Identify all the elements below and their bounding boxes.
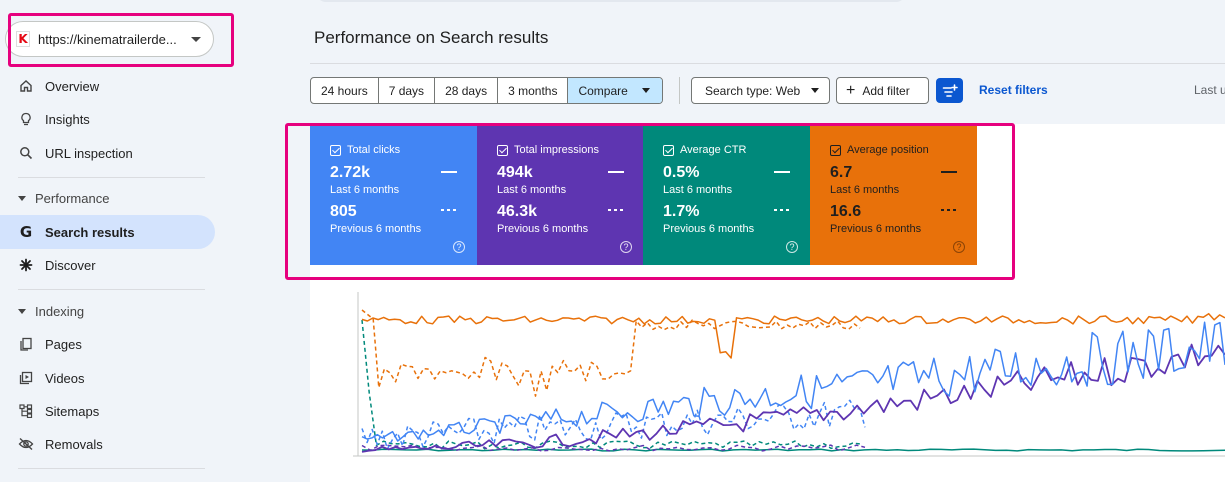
- chart-series-line: [361, 319, 861, 450]
- metric-current-value: 0.5%: [663, 164, 700, 181]
- date-range-3-months[interactable]: 3 months: [498, 78, 569, 103]
- sidebar-section-performance[interactable]: Performance: [0, 184, 215, 212]
- checkbox-checked-icon[interactable]: [830, 144, 841, 156]
- sidebar-divider: [18, 177, 205, 178]
- metric-current-value: 6.7: [830, 164, 853, 181]
- top-search-bar[interactable]: [316, 0, 906, 2]
- filter-icon: [942, 83, 958, 97]
- metric-current-value: 494k: [497, 164, 533, 181]
- google-g-icon: G: [19, 222, 33, 241]
- checkbox-checked-icon[interactable]: [663, 144, 674, 156]
- header-divider: [310, 63, 1225, 64]
- sidebar: K https://kinematrailerde... Overview In…: [0, 0, 234, 482]
- metric-card-average-ctr[interactable]: Average CTR 0.5% Last 6 months 1.7% Prev…: [643, 126, 810, 265]
- dashed-line-legend-icon: [441, 209, 457, 211]
- dashed-line-legend-icon: [774, 209, 790, 211]
- property-highlight-box: [8, 13, 234, 67]
- metric-current-period: Last 6 months: [497, 184, 567, 196]
- help-icon[interactable]: ?: [786, 241, 798, 253]
- metric-previous-value: 16.6: [830, 203, 862, 220]
- metric-card-total-clicks[interactable]: Total clicks 2.72k Last 6 months 805 Pre…: [310, 126, 477, 265]
- chart-series-line: [361, 309, 861, 397]
- visibility-off-icon: [18, 436, 34, 452]
- sidebar-item-videos[interactable]: Videos: [0, 361, 215, 395]
- last-updated-text: Last u: [1194, 83, 1225, 97]
- checkbox-checked-icon[interactable]: [330, 144, 341, 156]
- sidebar-item-url-inspection[interactable]: URL inspection: [0, 136, 215, 170]
- page-title: Performance on Search results: [314, 28, 549, 47]
- solid-line-legend-icon: [441, 171, 457, 173]
- property-logo-icon: K: [16, 31, 30, 47]
- chart-series-line: [361, 343, 1225, 453]
- metric-previous-value: 805: [330, 203, 357, 220]
- compare-button[interactable]: Compare: [568, 78, 662, 103]
- solid-line-legend-icon: [774, 171, 790, 173]
- chevron-down-icon: [191, 36, 201, 42]
- reset-filters-link[interactable]: Reset filters: [979, 83, 1048, 97]
- collapse-icon: [18, 308, 26, 314]
- metric-previous-period: Previous 6 months: [830, 223, 922, 235]
- sidebar-item-overview[interactable]: Overview: [0, 69, 215, 103]
- filter-settings-button[interactable]: [936, 78, 963, 103]
- sidebar-item-discover[interactable]: Discover: [0, 248, 215, 282]
- sidebar-item-pages[interactable]: Pages: [0, 327, 215, 361]
- asterisk-icon: [18, 257, 34, 273]
- date-range-24-hours[interactable]: 24 hours: [311, 78, 379, 103]
- checkbox-checked-icon[interactable]: [497, 144, 508, 156]
- sidebar-item-search-results[interactable]: G Search results: [0, 215, 215, 249]
- metric-previous-period: Previous 6 months: [497, 223, 589, 235]
- chevron-down-icon: [811, 88, 819, 93]
- sidebar-item-sitemaps[interactable]: Sitemaps: [0, 394, 215, 428]
- lightbulb-icon: [18, 111, 34, 127]
- sidebar-item-insights[interactable]: Insights: [0, 102, 215, 136]
- help-icon[interactable]: ?: [620, 241, 632, 253]
- search-icon: [18, 145, 34, 161]
- metric-previous-period: Previous 6 months: [663, 223, 755, 235]
- date-range-28-days[interactable]: 28 days: [435, 78, 499, 103]
- metric-previous-value: 46.3k: [497, 203, 538, 220]
- solid-line-legend-icon: [941, 171, 957, 173]
- plus-icon: +: [846, 81, 856, 99]
- dashed-line-legend-icon: [608, 209, 624, 211]
- sidebar-divider: [18, 289, 205, 290]
- property-selector[interactable]: K https://kinematrailerde...: [5, 21, 214, 57]
- date-range-group: 24 hours 7 days 28 days 3 months Compare: [310, 77, 663, 104]
- metric-previous-period: Previous 6 months: [330, 223, 422, 235]
- video-icon: [18, 370, 34, 386]
- chart-series-line: [361, 448, 1225, 452]
- chart-series-line: [361, 321, 1225, 442]
- metric-current-period: Last 6 months: [330, 184, 400, 196]
- sidebar-item-removals[interactable]: Removals: [0, 427, 215, 461]
- toolbar-divider: [679, 77, 680, 104]
- metric-current-period: Last 6 months: [663, 184, 733, 196]
- metric-card-total-impressions[interactable]: Total impressions 494k Last 6 months 46.…: [477, 126, 644, 265]
- metric-current-period: Last 6 months: [830, 184, 900, 196]
- performance-line-chart: [353, 292, 1225, 457]
- dashed-line-legend-icon: [941, 209, 957, 211]
- solid-line-legend-icon: [608, 171, 624, 173]
- help-icon[interactable]: ?: [453, 241, 465, 253]
- metric-card-average-position[interactable]: Average position 6.7 Last 6 months 16.6 …: [810, 126, 977, 265]
- search-type-dropdown[interactable]: Search type: Web: [691, 77, 830, 104]
- metric-previous-value: 1.7%: [663, 203, 700, 220]
- sidebar-divider: [18, 468, 205, 469]
- chevron-down-icon: [641, 88, 650, 93]
- collapse-icon: [18, 195, 26, 201]
- sidebar-section-indexing[interactable]: Indexing: [0, 297, 215, 325]
- chart-series-line: [361, 312, 1225, 359]
- help-icon[interactable]: ?: [953, 241, 965, 253]
- metric-cards-highlight-box: [285, 123, 1015, 280]
- metric-current-value: 2.72k: [330, 164, 371, 181]
- add-filter-button[interactable]: + Add filter: [836, 77, 929, 104]
- home-icon: [18, 78, 34, 94]
- sitemap-icon: [18, 403, 34, 419]
- date-range-7-days[interactable]: 7 days: [379, 78, 436, 103]
- pages-icon: [18, 336, 34, 352]
- property-url: https://kinematrailerde...: [38, 31, 177, 47]
